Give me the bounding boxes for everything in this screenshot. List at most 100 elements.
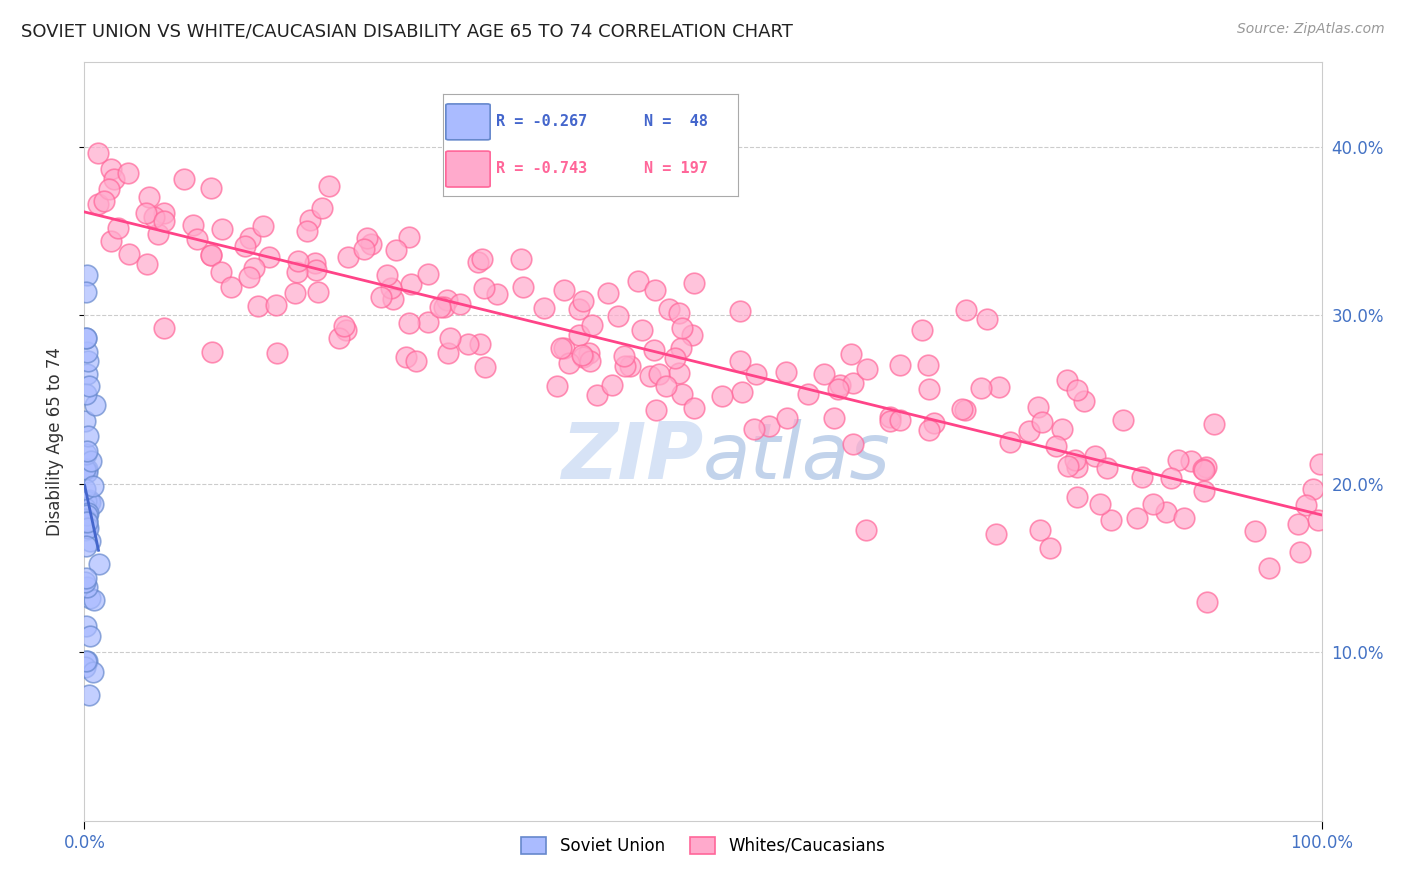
Point bbox=[655, 379, 678, 393]
Point bbox=[1142, 497, 1164, 511]
Point bbox=[76, 580, 98, 594]
Point bbox=[75, 494, 97, 508]
Point bbox=[285, 265, 308, 279]
Point bbox=[728, 304, 751, 318]
Point bbox=[76, 367, 98, 381]
Point bbox=[75, 483, 97, 497]
Point bbox=[146, 227, 169, 241]
Point bbox=[437, 346, 460, 360]
Point bbox=[813, 367, 835, 381]
Point bbox=[75, 512, 97, 526]
Point bbox=[1090, 496, 1112, 510]
Point bbox=[918, 382, 941, 396]
Point bbox=[889, 358, 911, 372]
Point bbox=[84, 398, 107, 412]
Point bbox=[333, 319, 356, 334]
Point bbox=[728, 354, 751, 368]
Point bbox=[75, 447, 97, 461]
Point bbox=[436, 293, 458, 307]
Text: R = -0.267: R = -0.267 bbox=[496, 114, 588, 129]
Point bbox=[879, 409, 901, 424]
Point bbox=[311, 202, 333, 216]
Point bbox=[75, 571, 97, 585]
Point bbox=[1018, 424, 1040, 438]
Point bbox=[598, 286, 620, 301]
Point bbox=[1083, 449, 1105, 463]
Point bbox=[295, 224, 318, 238]
Point bbox=[643, 343, 665, 358]
Point bbox=[73, 574, 96, 589]
Point bbox=[953, 403, 976, 417]
Point bbox=[644, 283, 666, 297]
Point bbox=[984, 526, 1007, 541]
Point bbox=[1056, 459, 1078, 474]
Point bbox=[243, 260, 266, 275]
Point bbox=[879, 414, 901, 428]
Point bbox=[284, 286, 307, 301]
Point bbox=[758, 418, 780, 433]
Point bbox=[1180, 454, 1202, 468]
Point bbox=[467, 255, 489, 269]
Point bbox=[1194, 483, 1216, 498]
Point bbox=[1066, 460, 1088, 475]
Point bbox=[568, 301, 591, 316]
Point bbox=[73, 660, 96, 674]
Point bbox=[1289, 545, 1312, 559]
Point bbox=[683, 401, 706, 416]
Point bbox=[77, 688, 100, 702]
Point bbox=[201, 345, 224, 359]
Point bbox=[73, 501, 96, 516]
Point bbox=[842, 376, 865, 390]
Point bbox=[486, 286, 509, 301]
Point bbox=[77, 379, 100, 393]
Point bbox=[135, 256, 157, 270]
Point bbox=[922, 416, 945, 430]
Point bbox=[87, 197, 110, 211]
Point bbox=[356, 230, 378, 244]
Point bbox=[1257, 561, 1279, 575]
Point bbox=[299, 213, 322, 227]
Point bbox=[117, 165, 139, 179]
Point bbox=[572, 351, 595, 365]
Point bbox=[433, 300, 456, 314]
Point bbox=[828, 377, 851, 392]
Point bbox=[1295, 498, 1317, 512]
Point bbox=[304, 256, 326, 270]
Point bbox=[669, 341, 692, 355]
Point bbox=[630, 323, 652, 337]
Point bbox=[138, 190, 160, 204]
Point bbox=[1031, 415, 1053, 429]
Point bbox=[613, 359, 636, 374]
Point bbox=[449, 297, 471, 311]
Point bbox=[671, 321, 693, 335]
Point bbox=[1028, 523, 1050, 537]
Point bbox=[1056, 373, 1078, 387]
Point bbox=[307, 285, 329, 299]
Point bbox=[370, 290, 392, 304]
Point bbox=[658, 302, 681, 317]
Point bbox=[607, 309, 630, 323]
Point bbox=[955, 302, 977, 317]
Point bbox=[1167, 453, 1189, 467]
Point bbox=[472, 281, 495, 295]
Point bbox=[79, 495, 101, 509]
Point bbox=[638, 369, 661, 384]
Point bbox=[827, 382, 849, 396]
Point bbox=[1195, 594, 1218, 608]
Point bbox=[211, 221, 233, 235]
Point bbox=[75, 331, 97, 345]
Point bbox=[76, 428, 98, 442]
Point bbox=[375, 268, 398, 283]
Point bbox=[221, 280, 243, 294]
Point bbox=[76, 344, 98, 359]
Point bbox=[568, 328, 591, 343]
Point bbox=[304, 262, 326, 277]
Point bbox=[246, 299, 269, 313]
Point bbox=[1160, 471, 1182, 485]
Point bbox=[1194, 463, 1216, 477]
Point bbox=[238, 270, 260, 285]
Point bbox=[200, 248, 222, 262]
Y-axis label: Disability Age 65 to 74: Disability Age 65 to 74 bbox=[45, 347, 63, 536]
Point bbox=[75, 285, 97, 300]
Point bbox=[1191, 462, 1213, 476]
